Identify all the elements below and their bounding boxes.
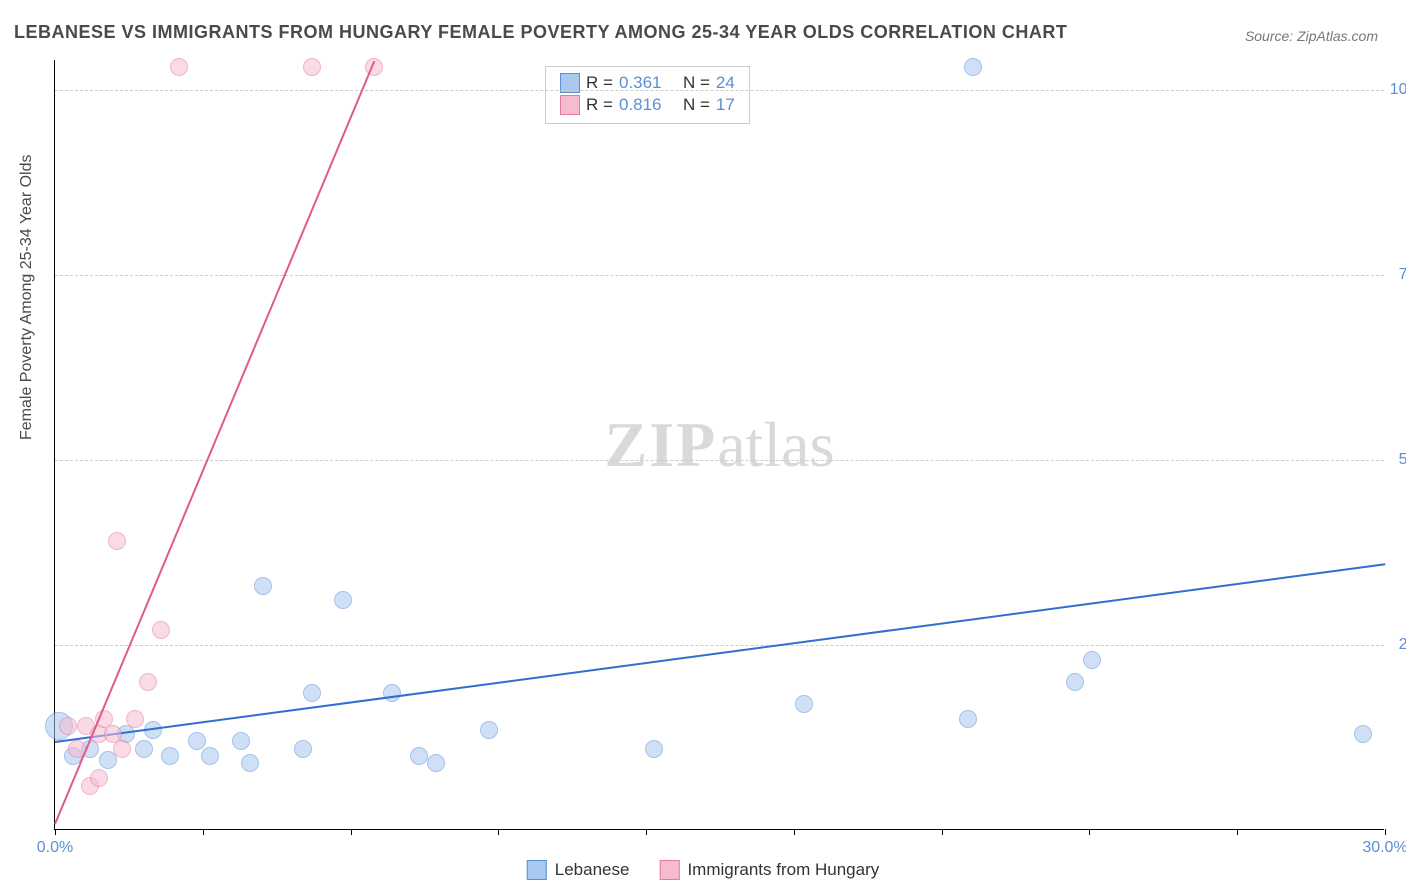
data-point [959, 710, 977, 728]
data-point [139, 673, 157, 691]
gridline [55, 460, 1384, 461]
data-point [1354, 725, 1372, 743]
r-value-series-2: 0.816 [619, 95, 662, 115]
data-point [59, 717, 77, 735]
x-tick-mark [55, 829, 56, 835]
gridline [55, 645, 1384, 646]
data-point [170, 58, 188, 76]
plot-area: ZIPatlas R = 0.361 N = 24 R = 0.816 N = … [54, 60, 1384, 830]
x-tick-label: 30.0% [1362, 839, 1406, 857]
legend-item-series-1: Lebanese [527, 860, 630, 880]
data-point [108, 532, 126, 550]
x-tick-mark [351, 829, 352, 835]
trend-line [55, 563, 1385, 743]
data-point [135, 740, 153, 758]
n-value-series-2: 17 [716, 95, 735, 115]
x-tick-mark [794, 829, 795, 835]
source-attribution: Source: ZipAtlas.com [1245, 28, 1378, 44]
data-point [232, 732, 250, 750]
y-tick-label: 75.0% [1389, 266, 1406, 284]
data-point [303, 684, 321, 702]
x-tick-mark [498, 829, 499, 835]
legend-label-series-2: Immigrants from Hungary [687, 860, 879, 880]
legend-swatch-series-2 [659, 860, 679, 880]
y-tick-label: 50.0% [1389, 451, 1406, 469]
data-point [480, 721, 498, 739]
x-tick-mark [942, 829, 943, 835]
y-tick-label: 100.0% [1389, 81, 1406, 99]
x-tick-mark [203, 829, 204, 835]
data-point [1066, 673, 1084, 691]
y-axis-label: Female Poverty Among 25-34 Year Olds [18, 155, 36, 441]
watermark-bold: ZIP [605, 409, 718, 480]
gridline [55, 90, 1384, 91]
y-tick-label: 25.0% [1389, 636, 1406, 654]
data-point [383, 684, 401, 702]
x-tick-mark [646, 829, 647, 835]
data-point [152, 621, 170, 639]
data-point [188, 732, 206, 750]
data-point [427, 754, 445, 772]
x-tick-mark [1237, 829, 1238, 835]
chart-title: LEBANESE VS IMMIGRANTS FROM HUNGARY FEMA… [14, 22, 1067, 43]
n-prefix-label: N = [683, 95, 710, 115]
data-point [795, 695, 813, 713]
data-point [645, 740, 663, 758]
data-point [294, 740, 312, 758]
gridline [55, 275, 1384, 276]
data-point [126, 710, 144, 728]
data-point [964, 58, 982, 76]
legend-swatch-series-1 [527, 860, 547, 880]
legend-swatch-series-2 [560, 95, 580, 115]
data-point [334, 591, 352, 609]
legend-item-series-2: Immigrants from Hungary [659, 860, 879, 880]
data-point [254, 577, 272, 595]
legend-series-names: Lebanese Immigrants from Hungary [527, 860, 879, 880]
data-point [1083, 651, 1101, 669]
data-point [201, 747, 219, 765]
watermark-rest: atlas [717, 409, 834, 480]
data-point [241, 754, 259, 772]
r-prefix-label: R = [586, 95, 613, 115]
data-point [410, 747, 428, 765]
x-tick-mark [1385, 829, 1386, 835]
watermark: ZIPatlas [605, 408, 835, 482]
legend-label-series-1: Lebanese [555, 860, 630, 880]
legend-correlation-box: R = 0.361 N = 24 R = 0.816 N = 17 [545, 66, 750, 124]
trend-line [54, 61, 375, 824]
data-point [161, 747, 179, 765]
data-point [303, 58, 321, 76]
legend-row-series-2: R = 0.816 N = 17 [560, 95, 735, 115]
x-tick-mark [1089, 829, 1090, 835]
data-point [90, 769, 108, 787]
x-tick-label: 0.0% [37, 839, 73, 857]
data-point [113, 740, 131, 758]
